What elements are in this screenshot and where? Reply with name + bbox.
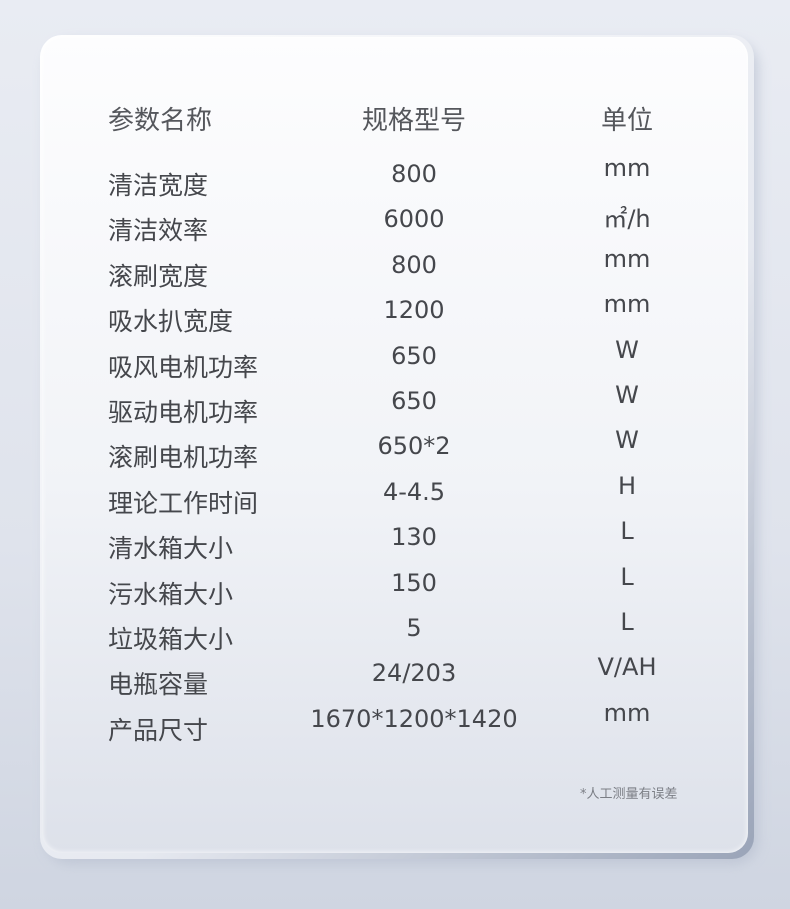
cell-name: 污水箱大小 bbox=[108, 579, 234, 609]
cell-unit: mm bbox=[603, 698, 651, 727]
cell-unit: W bbox=[615, 426, 639, 455]
table-row: 垃圾箱大小 5 L bbox=[0, 608, 790, 660]
table-row: 清洁效率 6000 ㎡/h bbox=[0, 205, 790, 251]
table-row: 污水箱大小 150 L bbox=[0, 563, 790, 615]
cell-name: 电瓶容量 bbox=[108, 670, 209, 700]
cell-name: 吸水扒宽度 bbox=[108, 307, 234, 337]
cell-spec: 130 bbox=[391, 523, 437, 552]
cell-name: 清洁宽度 bbox=[108, 171, 209, 200]
cell-unit: mm bbox=[603, 154, 651, 182]
cell-spec: 1670*1200*1420 bbox=[310, 704, 518, 733]
cell-unit: mm bbox=[603, 244, 651, 273]
cell-spec: 6000 bbox=[383, 205, 445, 234]
cell-name: 垃圾箱大小 bbox=[108, 625, 234, 654]
cell-name: 理论工作时间 bbox=[108, 488, 259, 518]
cell-spec: 4-4.5 bbox=[382, 477, 446, 506]
table-row: 吸风电机功率 650 W bbox=[0, 336, 790, 388]
cell-spec: 1200 bbox=[383, 296, 445, 325]
cell-unit: ㎡/h bbox=[603, 205, 651, 234]
cell-unit: L bbox=[620, 517, 634, 546]
cell-name: 清洁效率 bbox=[108, 216, 209, 246]
cell-name: 清水箱大小 bbox=[108, 534, 234, 564]
measurement-note: *人工测量有误差 bbox=[580, 787, 678, 802]
cell-spec: 650 bbox=[391, 387, 437, 415]
header-unit: 单位 bbox=[600, 106, 653, 136]
cell-name: 驱动电机功率 bbox=[108, 398, 259, 427]
table-row: 滚刷电机功率 650*2 W bbox=[0, 426, 790, 478]
cell-spec: 800 bbox=[391, 250, 437, 279]
table-row: 吸水扒宽度 1200 mm bbox=[0, 290, 790, 342]
cell-spec: 650 bbox=[391, 341, 437, 370]
table-row: 清水箱大小 130 L bbox=[0, 517, 790, 569]
cell-name: 产品尺寸 bbox=[108, 715, 209, 745]
spec-card bbox=[42, 37, 748, 853]
table-row: 清洁宽度 800 mm bbox=[0, 154, 790, 206]
cell-name: 滚刷宽度 bbox=[108, 261, 209, 291]
header-param-name: 参数名称 bbox=[108, 106, 213, 136]
cell-name: 吸风电机功率 bbox=[108, 352, 259, 382]
cell-unit: mm bbox=[603, 290, 651, 319]
cell-spec: 5 bbox=[406, 614, 422, 642]
cell-spec: 650*2 bbox=[377, 432, 451, 461]
table-row: 滚刷宽度 800 mm bbox=[0, 245, 790, 297]
cell-spec: 24/203 bbox=[371, 659, 457, 688]
cell-unit: W bbox=[615, 381, 639, 409]
header-spec: 规格型号 bbox=[361, 106, 466, 136]
table-row: 产品尺寸 1670*1200*1420 mm bbox=[0, 699, 790, 751]
cell-unit: V/AH bbox=[597, 653, 657, 682]
cell-unit: W bbox=[615, 335, 639, 364]
cell-unit: L bbox=[620, 608, 634, 636]
cell-unit: L bbox=[620, 562, 634, 591]
cell-spec: 150 bbox=[391, 568, 437, 597]
cell-spec: 800 bbox=[391, 160, 437, 188]
table-row: 电瓶容量 24/203 V/AH bbox=[0, 653, 790, 705]
cell-unit: H bbox=[617, 471, 637, 500]
table-row: 理论工作时间 4-4.5 H bbox=[0, 472, 790, 524]
cell-name: 滚刷电机功率 bbox=[108, 443, 259, 473]
table-row: 驱动电机功率 650 W bbox=[0, 381, 790, 433]
